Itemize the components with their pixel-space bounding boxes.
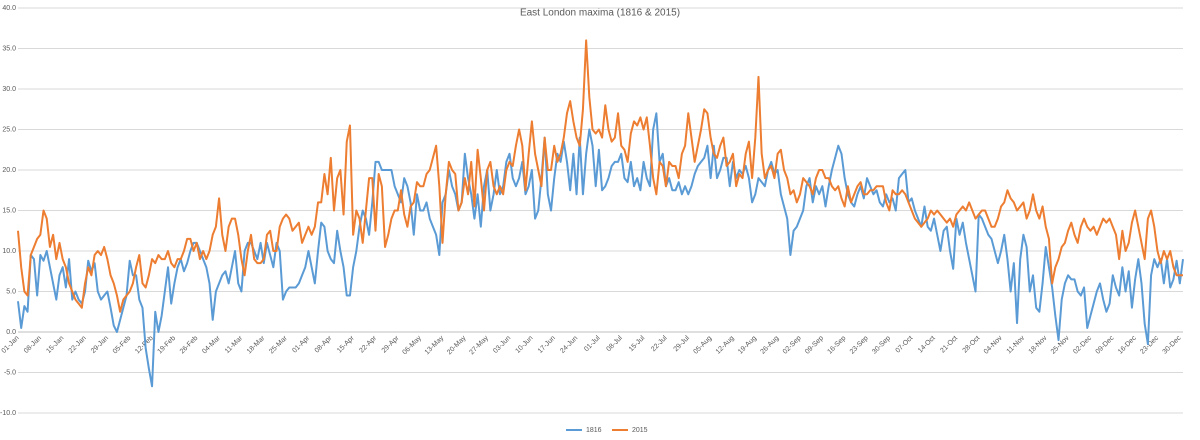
- y-tick-label: 25.0: [2, 126, 16, 133]
- legend-label: 1816: [586, 427, 602, 434]
- y-tick-label: 15.0: [2, 207, 16, 214]
- y-tick-label: 35.0: [2, 45, 16, 52]
- y-tick-label: -10.0: [0, 410, 16, 417]
- y-tick-label: 5.0: [6, 288, 16, 295]
- y-tick-label: 10.0: [2, 248, 16, 255]
- y-tick-label: 20.0: [2, 167, 16, 174]
- y-tick-label: 30.0: [2, 86, 16, 93]
- series-line: [17, 112, 1184, 388]
- y-tick-label: -5.0: [4, 369, 16, 376]
- y-tick-label: 40.0: [2, 5, 16, 12]
- legend-label: 2015: [632, 427, 648, 434]
- series-line: [17, 39, 1183, 313]
- chart-title: East London maxima (1816 & 2015): [520, 8, 680, 19]
- y-tick-label: 0.0: [6, 329, 16, 336]
